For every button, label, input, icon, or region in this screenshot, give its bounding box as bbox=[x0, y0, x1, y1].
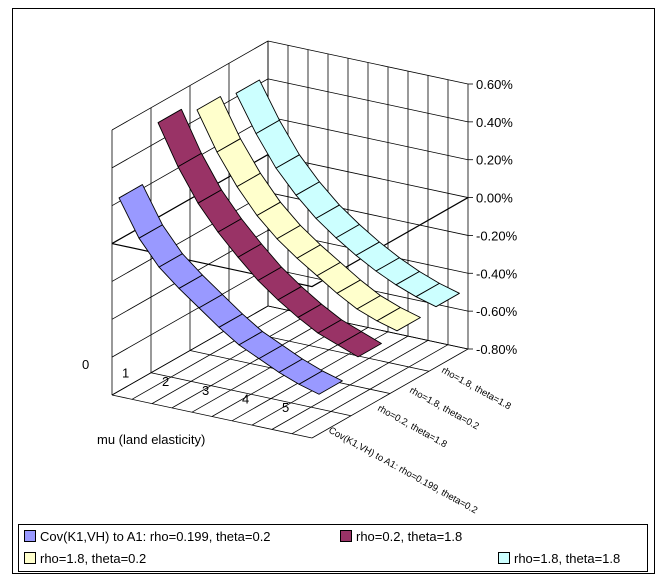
legend: Cov(K1,VH) to A1: rho=0.199, theta=0.2 r… bbox=[18, 524, 648, 572]
legend-item-1: Cov(K1,VH) to A1: rho=0.199, theta=0.2 bbox=[24, 527, 271, 547]
x-axis-tick-label: 2 bbox=[162, 374, 169, 389]
z-axis-tick-label: -0.80% bbox=[476, 342, 518, 357]
legend-label-4: rho=1.8, theta=1.8 bbox=[514, 551, 621, 566]
x-axis-tick-label: 1 bbox=[122, 366, 129, 381]
legend-swatch-1 bbox=[24, 530, 36, 542]
z-axis-tick-label: 0.60% bbox=[476, 77, 513, 92]
depth-axis-label: Cov(K1,VH) to A1: rho=0.199, theta=0.2 bbox=[327, 425, 480, 516]
z-axis-tick-label: 0.20% bbox=[476, 153, 513, 168]
series-2-segment bbox=[337, 331, 382, 358]
legend-item-2: rho=0.2, theta=1.8 bbox=[340, 527, 462, 547]
legend-label-2: rho=0.2, theta=1.8 bbox=[356, 529, 463, 544]
series-3-segment bbox=[376, 307, 421, 332]
series-1-segment bbox=[298, 370, 343, 395]
floor-gridline bbox=[291, 344, 449, 435]
z-axis-tick-label: 0.00% bbox=[476, 191, 513, 206]
z-axis-tick-label: -0.60% bbox=[476, 304, 518, 319]
legend-item-4: rho=1.8, theta=1.8 bbox=[498, 549, 620, 569]
x-axis-title: mu (land elasticity) bbox=[97, 432, 205, 447]
floor-gridline bbox=[171, 318, 329, 409]
x-axis-tick-label: 0 bbox=[82, 357, 89, 372]
legend-swatch-2 bbox=[340, 530, 352, 542]
floor-gridline bbox=[191, 322, 349, 413]
legend-swatch-3 bbox=[24, 552, 36, 564]
floor-gridline bbox=[271, 340, 429, 430]
chart-area bbox=[12, 8, 655, 574]
x-axis-tick-label: 3 bbox=[202, 383, 209, 398]
x-axis-tick-label: 5 bbox=[282, 400, 289, 415]
floor-gridline bbox=[151, 314, 309, 404]
legend-swatch-4 bbox=[498, 552, 510, 564]
x-axis-tick-label: 4 bbox=[242, 391, 249, 406]
legend-label-3: rho=1.8, theta=0.2 bbox=[40, 551, 147, 566]
floor-gridline bbox=[311, 348, 469, 439]
legend-item-3: rho=1.8, theta=0.2 bbox=[24, 549, 146, 569]
legend-label-1: Cov(K1,VH) to A1: rho=0.199, theta=0.2 bbox=[40, 529, 271, 544]
z-axis-tick-label: 0.40% bbox=[476, 115, 513, 130]
floor-gridline bbox=[131, 309, 289, 400]
z-axis-tick-label: -0.40% bbox=[476, 266, 518, 281]
z-axis-tick-label: -0.20% bbox=[476, 228, 518, 243]
series-4-segment bbox=[415, 282, 460, 308]
